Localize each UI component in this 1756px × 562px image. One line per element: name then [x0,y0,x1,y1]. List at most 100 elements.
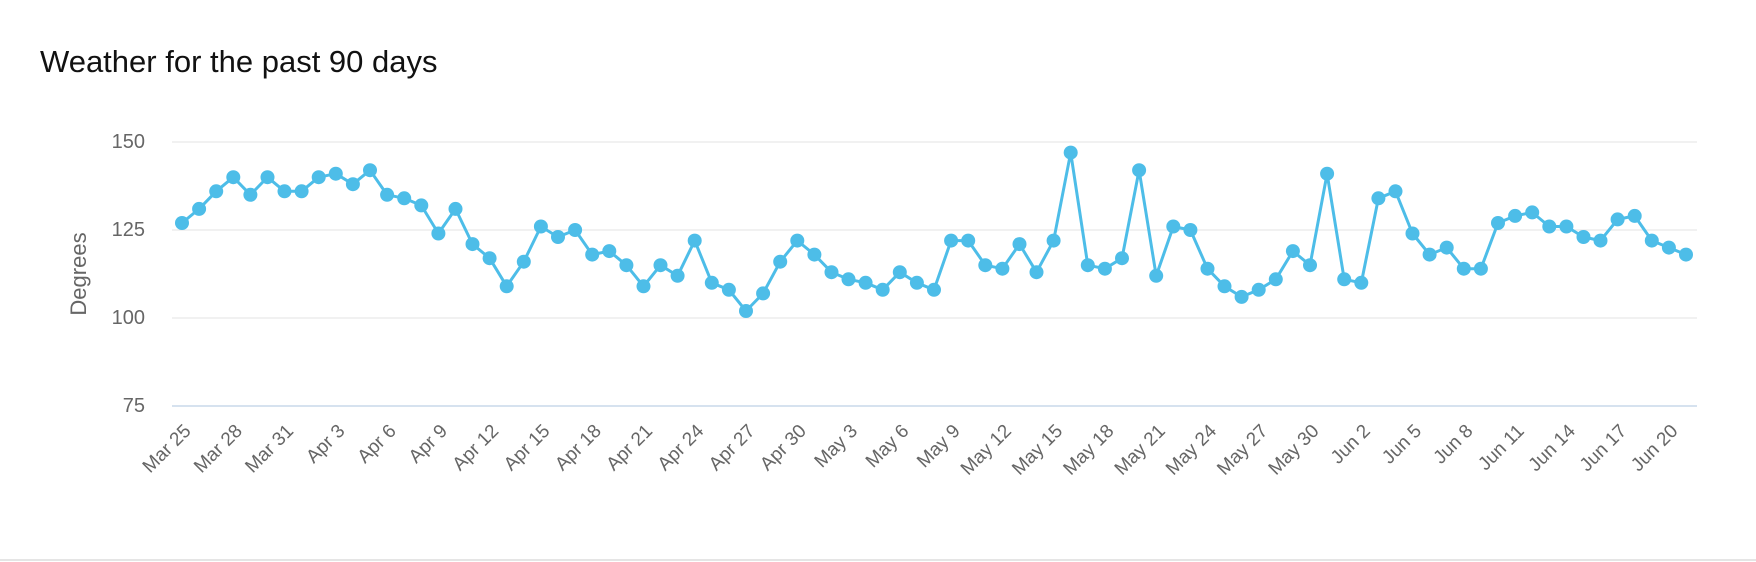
x-tick-label: Jun 17 [1576,421,1631,476]
data-point [636,279,651,294]
x-tick-label: Apr 21 [603,421,657,475]
data-point [431,226,446,241]
y-tick-labels: 75 100 125 150 [112,131,145,417]
data-point [397,191,412,206]
data-point [209,184,224,199]
data-point [909,275,924,290]
data-point [1268,272,1283,287]
data-point [1303,258,1317,273]
data-point [944,233,959,248]
data-point [1661,240,1676,255]
data-point [175,216,189,230]
data-point [243,187,258,202]
data-point [1576,230,1591,244]
data-point [345,177,360,192]
data-point [1627,208,1642,223]
data-point [1285,244,1300,259]
data-point [1063,145,1078,160]
data-point [1046,233,1061,248]
x-tick-label: Apr 15 [500,421,554,475]
data-point [995,261,1010,276]
data-point [1644,233,1659,248]
data-point [482,251,497,266]
data-point [1525,205,1540,220]
y-tick-label: 125 [112,219,145,241]
x-tick-label: May 15 [1008,421,1067,480]
x-tick-label: May 3 [811,421,862,472]
data-point [892,265,907,280]
x-tick-label: Jun 8 [1430,421,1478,469]
gridlines [172,141,1697,407]
x-tick-label: Apr 24 [654,420,709,475]
data-point [739,304,753,318]
data-point [499,279,514,294]
x-tick-label: Apr 18 [551,421,605,475]
data-point [1200,261,1215,276]
x-tick-label: Mar 25 [139,421,196,478]
data-point [1473,261,1488,276]
data-point [568,223,583,237]
data-point [1320,166,1335,181]
x-tick-label: May 12 [957,421,1016,480]
data-point [1559,219,1574,234]
data-point [841,272,856,287]
data-point [192,201,207,216]
data-point [1012,237,1027,252]
data-point [1217,279,1232,294]
data-point [1166,219,1181,234]
y-tick-label: 150 [112,131,145,153]
x-tick-label: Apr 6 [354,421,401,468]
x-tick-label: Jun 5 [1378,421,1426,469]
x-tick-label: Jun 11 [1474,421,1528,475]
data-point [1115,251,1129,266]
data-point [551,230,565,244]
data-point [1491,216,1505,230]
chart-title: Weather for the past 90 days [40,44,438,79]
data-point [328,166,343,181]
x-tick-label: Jun 14 [1525,420,1580,475]
data-point [414,198,429,213]
data-point [790,233,805,248]
data-point [1593,233,1608,248]
data-point [961,233,976,248]
data-point [1080,258,1095,273]
data-point [1149,268,1164,283]
data-point [533,219,548,234]
x-tick-label: Apr 30 [756,421,810,475]
data-point [824,265,839,280]
data-point [858,275,873,290]
data-point [670,268,685,283]
x-tick-label: Apr 3 [302,421,349,468]
data-point [602,244,617,259]
x-tick-label: Jun 2 [1327,421,1375,469]
x-tick-label: Mar 31 [241,421,298,478]
data-point [978,258,993,273]
data-point [1610,212,1625,227]
data-point [1456,261,1471,276]
y-tick-label: 100 [112,307,145,329]
y-axis-label: Degrees [66,232,91,315]
data-point [1439,240,1454,255]
data-point [448,201,463,216]
data-point [756,286,771,301]
data-point [260,170,275,185]
data-point [1422,247,1437,262]
data-point [1354,275,1369,290]
data-point [704,275,719,290]
data-point [875,282,890,297]
data-point [1679,247,1693,262]
x-tick-label: May 6 [862,421,913,472]
data-point [1388,184,1403,199]
data-point [294,184,309,199]
data-point [226,170,241,185]
data-point [927,282,941,297]
data-point [721,282,736,297]
data-point [1405,226,1420,241]
data-point [1132,163,1147,178]
data-point [1251,282,1266,297]
y-tick-label: 75 [123,395,145,417]
data-point [311,170,326,185]
data-point [619,258,634,273]
data-point [807,247,822,262]
